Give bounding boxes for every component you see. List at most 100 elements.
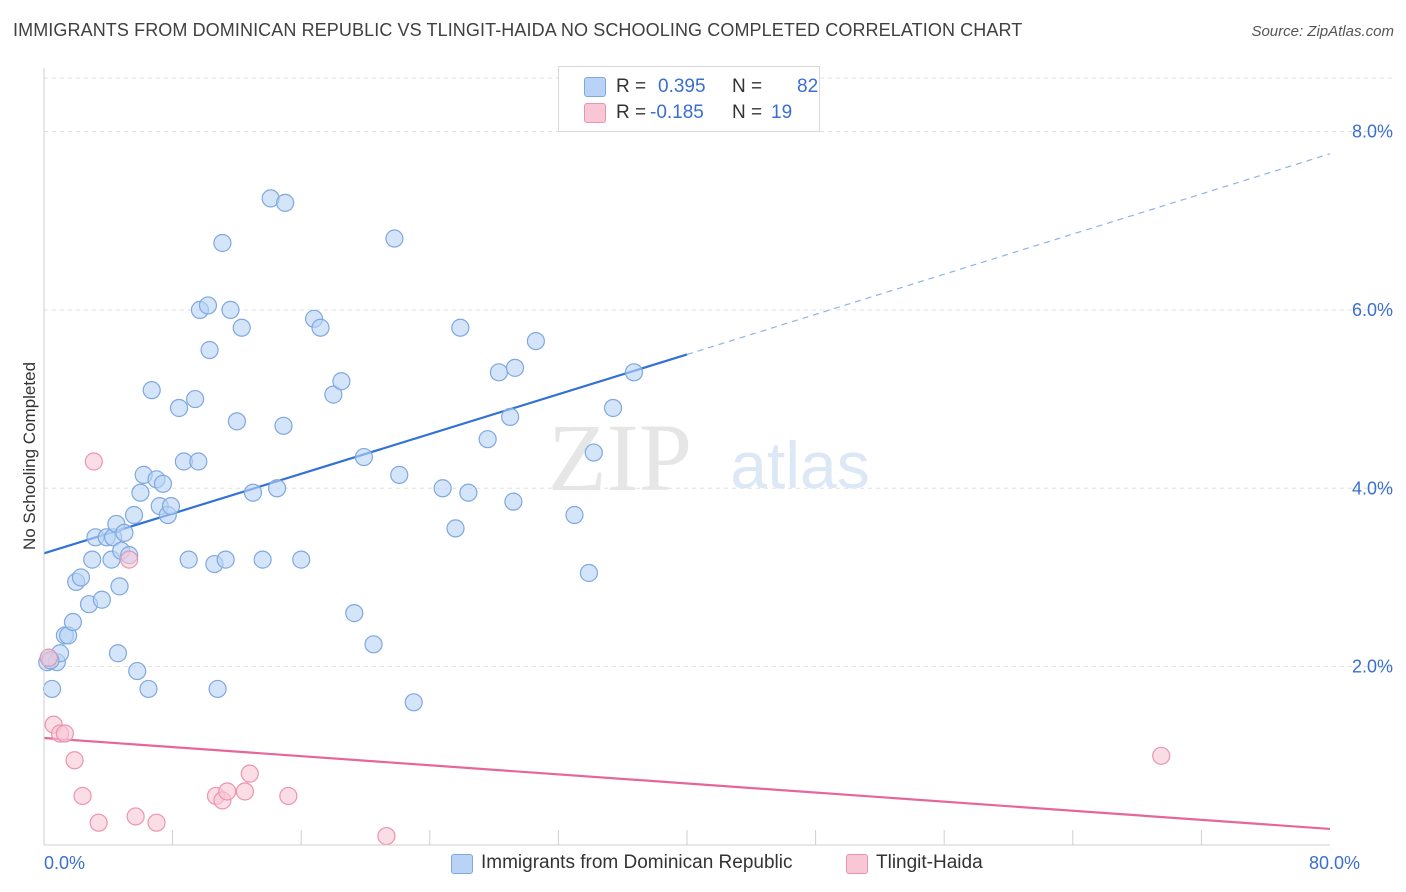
point-dominican	[153, 474, 173, 493]
correlation-legend: R = 0.395 N = 82 R = -0.185 N = 19	[558, 66, 820, 132]
point-dominican	[526, 331, 545, 351]
point-dominican	[92, 590, 111, 609]
point-dominican	[433, 479, 452, 498]
point-dominican	[110, 577, 129, 596]
point-dominican	[324, 385, 343, 404]
legend-swatch-blue	[451, 854, 473, 874]
point-tlingit	[126, 807, 145, 826]
point-dominican	[345, 604, 364, 623]
point-tlingit	[240, 764, 259, 783]
point-tlingit	[377, 826, 396, 846]
watermark-zip: ZIP	[548, 404, 692, 511]
point-dominican	[489, 363, 509, 382]
point-dominican	[232, 318, 251, 337]
legend-n-label: N =	[732, 102, 763, 123]
legend-swatch-blue	[584, 77, 606, 97]
point-tlingit	[73, 786, 92, 806]
point-tlingit	[55, 724, 74, 743]
legend-n-value: 19	[771, 102, 793, 123]
point-dominican	[42, 679, 62, 699]
point-dominican	[565, 505, 584, 525]
point-dominican	[189, 452, 208, 471]
x-tick-label: 0.0%	[44, 853, 85, 873]
point-dominican	[274, 416, 293, 435]
point-tlingit	[147, 813, 166, 832]
point-tlingit	[89, 813, 108, 832]
point-dominican	[169, 398, 189, 418]
point-dominican	[83, 550, 102, 569]
legend-swatch-pink	[584, 103, 606, 123]
point-dominican	[504, 492, 523, 511]
point-tlingit	[1152, 746, 1171, 765]
point-dominican	[186, 389, 205, 409]
point-dominican	[624, 363, 644, 382]
point-dominican	[115, 523, 134, 542]
point-dominican	[139, 679, 158, 699]
point-dominican	[364, 635, 383, 654]
point-dominican	[501, 407, 520, 427]
point-tlingit	[218, 782, 237, 801]
point-dominican	[227, 412, 246, 431]
bottom-legend-label: Immigrants from Dominican Republic	[481, 852, 793, 873]
point-dominican	[131, 483, 150, 502]
point-dominican	[216, 550, 235, 569]
point-dominican	[243, 483, 263, 502]
point-tlingit	[65, 751, 84, 770]
point-tlingit	[279, 786, 298, 806]
point-dominican	[404, 693, 423, 712]
point-dominican	[208, 679, 227, 699]
legend-r-value: -0.185	[650, 102, 704, 123]
point-dominican	[478, 430, 497, 449]
point-dominican	[579, 563, 599, 583]
point-dominican	[253, 550, 272, 569]
y-tick-label: 8.0%	[1352, 122, 1393, 142]
point-dominican	[446, 519, 465, 538]
x-tick-label: 80.0%	[1309, 853, 1360, 873]
point-dominican	[332, 372, 351, 391]
legend-r-value: 0.395	[658, 76, 706, 97]
point-dominican	[161, 496, 181, 516]
y-tick-label: 2.0%	[1352, 657, 1393, 677]
point-dominican	[505, 358, 525, 377]
legend-n-value: 82	[797, 76, 819, 97]
point-dominican	[179, 550, 198, 569]
point-tlingit	[39, 648, 58, 667]
point-dominican	[142, 381, 161, 400]
legend-n-label: N =	[732, 76, 763, 97]
point-dominican	[603, 398, 623, 418]
point-dominican	[124, 505, 144, 525]
trendline-tlingit	[43, 736, 1331, 831]
bottom-legend-label: Tlingit-Haida	[876, 852, 983, 873]
y-tick-label: 6.0%	[1352, 300, 1393, 320]
point-dominican	[385, 229, 404, 248]
watermark-atlas: atlas	[730, 428, 869, 502]
legend-r-label: R =	[616, 102, 647, 123]
point-dominican	[584, 443, 603, 462]
point-dominican	[451, 318, 470, 337]
point-dominican	[108, 644, 128, 663]
point-dominican	[390, 465, 409, 484]
point-dominican	[311, 318, 330, 337]
point-tlingit	[120, 550, 139, 569]
point-dominican	[221, 300, 240, 319]
point-dominican	[459, 483, 478, 502]
point-tlingit	[235, 782, 255, 801]
point-dominican	[354, 447, 373, 467]
point-dominican	[63, 612, 83, 632]
chart-title: IMMIGRANTS FROM DOMINICAN REPUBLIC VS TL…	[13, 20, 1023, 40]
point-dominican	[267, 479, 287, 498]
point-tlingit	[84, 452, 103, 471]
point-dominican	[276, 193, 295, 212]
point-dominican	[200, 340, 219, 360]
point-dominican	[292, 550, 311, 569]
source-label: Source: ZipAtlas.com	[1251, 23, 1394, 40]
trendline-dominican-extrapolated	[686, 153, 1331, 356]
point-dominican	[213, 233, 232, 253]
y-tick-label: 4.0%	[1352, 478, 1393, 498]
point-dominican	[128, 661, 147, 681]
point-dominican	[71, 568, 91, 587]
legend-r-label: R =	[616, 76, 647, 97]
legend-swatch-pink	[846, 854, 868, 874]
point-dominican	[198, 296, 218, 315]
